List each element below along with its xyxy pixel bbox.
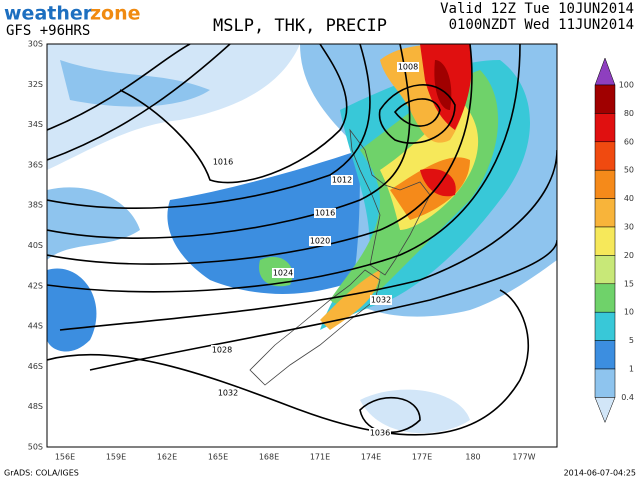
isobar-label-bg xyxy=(309,236,331,246)
legend-level: 15 xyxy=(624,279,634,288)
isobar-label: 1012 xyxy=(332,176,352,185)
legend-triangle-low xyxy=(594,397,616,424)
map-area xyxy=(46,43,558,448)
footer-right: 2014-06-07-04:25 xyxy=(564,469,636,478)
legend-level: 1 xyxy=(629,365,634,374)
legend-swatch xyxy=(594,113,616,143)
lon-label: 174E xyxy=(361,453,381,462)
lat-label: 44S xyxy=(28,322,43,331)
lat-label: 32S xyxy=(28,80,43,89)
legend-swatch xyxy=(594,340,616,370)
legend-swatch xyxy=(594,255,616,285)
legend-level: 60 xyxy=(624,137,634,146)
isobar-label-bg xyxy=(370,295,392,305)
lat-label: 50S xyxy=(28,443,43,452)
legend-swatch xyxy=(594,169,616,199)
valid-time: Valid 12Z Tue 10JUN2014 xyxy=(440,1,634,17)
model-label: GFS +96HRS xyxy=(6,23,90,39)
lon-label: 156E xyxy=(55,453,75,462)
map-title: MSLP, THK, PRECIP xyxy=(213,16,387,36)
precip-field xyxy=(47,44,557,434)
footer-left: GrADS: COLA/IGES xyxy=(4,469,79,478)
lon-label: 171E xyxy=(310,453,330,462)
isobar-label: 1016 xyxy=(315,209,335,218)
legend-swatch xyxy=(594,84,616,114)
legend-swatch xyxy=(594,311,616,341)
lon-label: 177W xyxy=(512,453,535,462)
isobar-label: 1016 xyxy=(213,158,233,167)
brand-zone: zone xyxy=(90,3,141,25)
local-time: 0100NZDT Wed 11JUN2014 xyxy=(449,17,634,33)
isobar-label-bg xyxy=(314,208,336,218)
lon-label: 165E xyxy=(208,453,228,462)
isobar-label-bg xyxy=(212,157,234,167)
legend-level: 100 xyxy=(619,81,634,90)
isobar-label: 1032 xyxy=(218,389,238,398)
legend-swatch xyxy=(594,368,616,398)
isobar-label: 1020 xyxy=(310,237,330,246)
lat-label: 30S xyxy=(28,40,43,49)
isobar-label: 1036 xyxy=(370,429,390,438)
legend-swatch xyxy=(594,226,616,256)
lon-label: 159E xyxy=(106,453,126,462)
lon-label: 180 xyxy=(465,453,480,462)
legend-triangle xyxy=(594,57,616,86)
legend-level: 20 xyxy=(624,251,634,260)
legend-level: 40 xyxy=(624,194,634,203)
isobar-label: 1032 xyxy=(371,296,391,305)
legend-level: 30 xyxy=(624,223,634,232)
isobar-label-bg xyxy=(272,268,294,278)
lat-label: 48S xyxy=(28,402,43,411)
lat-label: 40S xyxy=(28,241,43,250)
isobar-label: 1024 xyxy=(273,269,293,278)
isobar-label: 1008 xyxy=(398,63,418,72)
legend-swatch xyxy=(594,198,616,228)
lon-label: 168E xyxy=(259,453,279,462)
isobar-label-bg xyxy=(369,428,391,438)
legend-level: 0.4 xyxy=(621,393,634,402)
lon-label: 162E xyxy=(157,453,177,462)
isobar-label-bg xyxy=(211,345,233,355)
lat-label: 46S xyxy=(28,362,43,371)
lat-label: 34S xyxy=(28,120,43,129)
lat-label: 36S xyxy=(28,160,43,169)
brand-weather: weather xyxy=(4,3,93,25)
legend-level: 80 xyxy=(624,109,634,118)
legend-level: 10 xyxy=(624,308,634,317)
lon-label: 177E xyxy=(412,453,432,462)
isobar-label-bg xyxy=(397,62,419,72)
isobar-label: 1028 xyxy=(212,346,232,355)
legend-level: 50 xyxy=(624,166,634,175)
legend-swatch xyxy=(594,283,616,313)
legend-swatch xyxy=(594,141,616,171)
lat-label: 42S xyxy=(28,281,43,290)
isobar-label-bg xyxy=(331,175,353,185)
legend-level: 5 xyxy=(629,336,634,345)
isobar-label-bg xyxy=(217,388,239,398)
lat-label: 38S xyxy=(28,201,43,210)
